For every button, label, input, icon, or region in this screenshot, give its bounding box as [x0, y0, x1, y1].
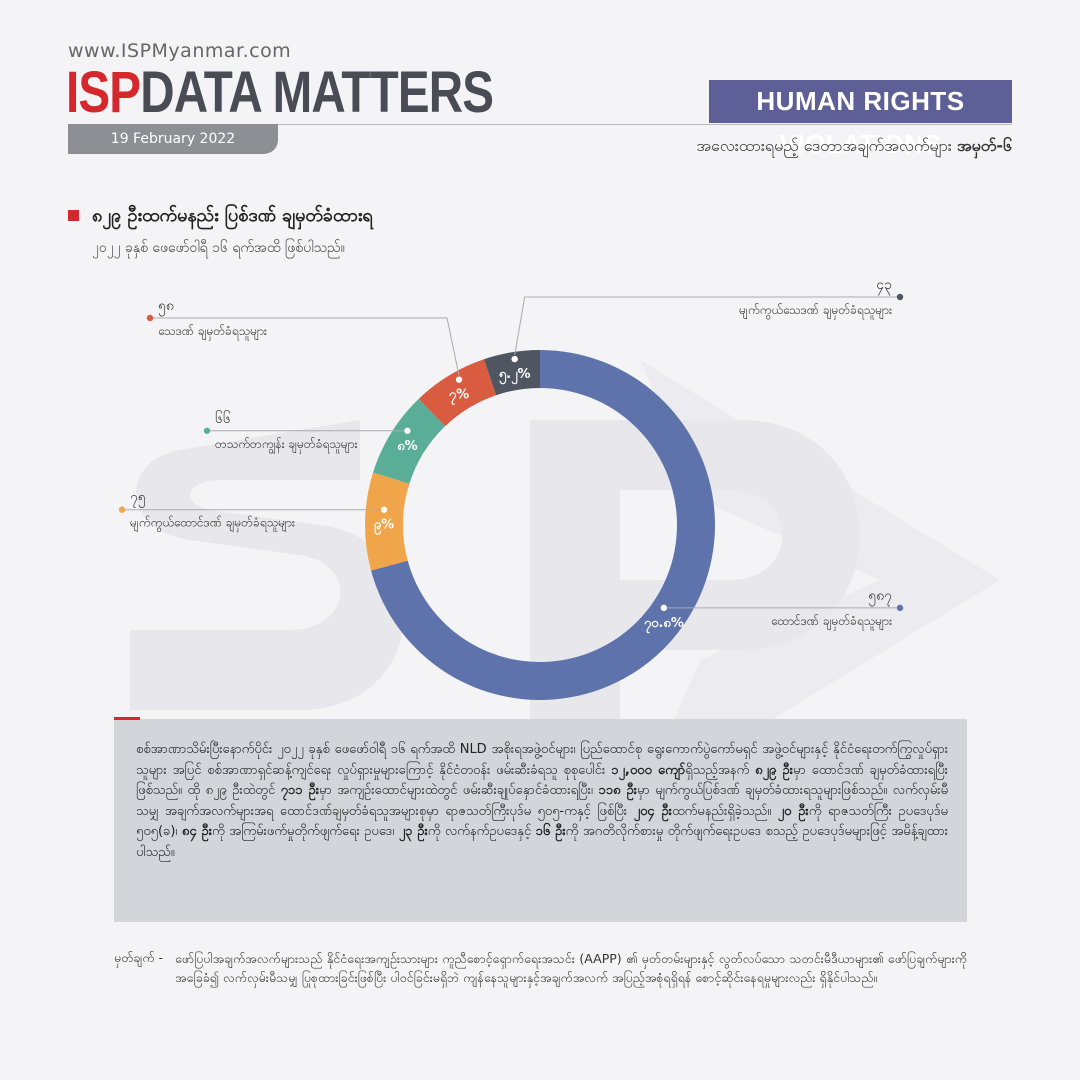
note-text: ဖော်ပြပါအချက်အလက်များသည် နိုင်ငံရေးအကျဉ်… — [175, 951, 967, 985]
summary-text: စစ်အာဏာသိမ်းပြီးနောက်ပိုင်း ၂၀၂၂ ခုနှစ် … — [136, 742, 949, 860]
slice-dot-0 — [660, 604, 668, 612]
callout-dot-4 — [896, 293, 904, 301]
note-label: မှတ်ချက် - — [114, 950, 164, 965]
slice-value-3: ၅၈ — [158, 298, 174, 316]
slice-value-1: ၇၅ — [130, 490, 146, 508]
slice-label-0: ထောင်ဒဏ် ချမှတ်ခံရသူများ — [771, 613, 892, 631]
summary-accent — [114, 717, 140, 720]
chart-title: ၈၂၉ ဦးထက်မနည်း ပြစ်ဒဏ် ချမှတ်ခံထားရ — [92, 205, 373, 226]
slice-4 — [483, 350, 540, 396]
slice-percent-1: ၉% — [374, 518, 394, 536]
date-badge: 19 February 2022 — [68, 124, 278, 154]
subhead-number: အမှတ်-၆ — [956, 136, 1012, 155]
logo-isp: ISP — [66, 60, 141, 125]
slice-percent-2: ၈% — [397, 439, 417, 454]
slice-percent-3: ၇% — [449, 388, 469, 406]
slice-label-1: မျက်ကွယ်ထောင်ဒဏ် ချမှတ်ခံရသူများ — [130, 515, 295, 533]
website-url: www.ISPMyanmar.com — [68, 40, 292, 62]
slice-dot-4 — [511, 355, 518, 363]
slice-dot-1 — [380, 506, 388, 513]
slice-dot-3 — [455, 376, 463, 383]
title-marker — [68, 210, 79, 221]
callout-dot-2 — [203, 427, 211, 434]
callout-line-4 — [514, 296, 900, 356]
slice-label-3: သေဒဏ် ချမှတ်ခံရသူများ — [158, 323, 267, 341]
series-subheading: အလေးထားရမည့် ဒေတာအချက်အလက်များ အမှတ်-၆ — [696, 135, 1012, 159]
callout-line-3 — [150, 317, 460, 376]
callout-dot-0 — [896, 604, 904, 612]
slice-label-4: မျက်ကွယ်သေဒဏ် ချမှတ်ခံရသူများ — [739, 302, 892, 320]
slice-percent-4: ၅.၂% — [499, 367, 531, 385]
callout-dot-1 — [118, 506, 126, 513]
slice-value-4: ၄၃ — [876, 277, 892, 295]
slice-value-2: ၆၆ — [215, 411, 231, 427]
slice-value-0: ၅၈၇ — [868, 588, 892, 606]
summary-panel — [114, 719, 967, 922]
slice-1 — [364, 472, 410, 571]
logo: ISPDATA MATTERS — [66, 60, 494, 125]
slice-3 — [418, 359, 497, 427]
slice-dot-2 — [404, 427, 411, 434]
header-divider — [68, 124, 1012, 125]
slice-2 — [373, 398, 446, 484]
subhead-prefix: အလေးထားရမည့် ဒေတာအချက်အလက်များ — [696, 136, 957, 155]
chart-subtitle: ၂၀၂၂ ခုနှစ် ဖေဖော်ဝါရီ ၁၆ ရက်အထိ ဖြစ်ပါသ… — [92, 240, 345, 256]
slice-percent-0: ၇၀.၈% — [644, 616, 684, 634]
category-banner: HUMAN RIGHTS VIOLATIONS — [709, 80, 1012, 159]
callout-dot-3 — [146, 314, 154, 322]
logo-data-matters: DATA MATTERS — [140, 60, 494, 125]
slice-label-2: တသက်တကျွန်း ချမှတ်ခံရသူများ — [215, 436, 358, 455]
